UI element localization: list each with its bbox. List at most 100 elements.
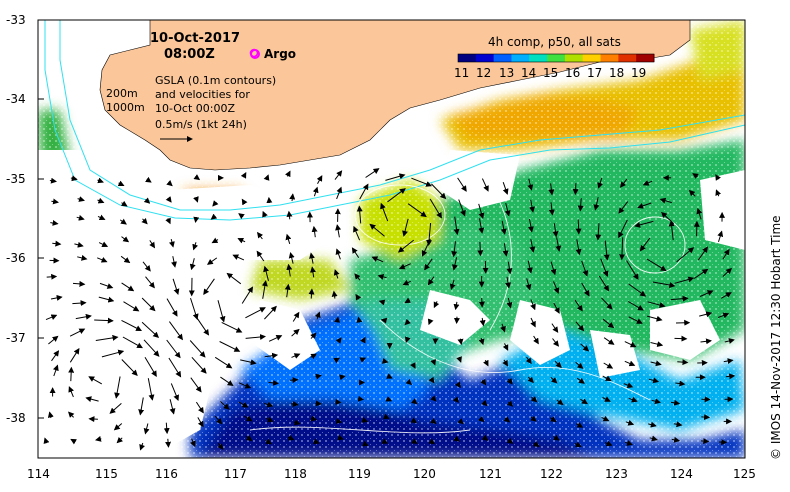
velocity-arrow (477, 241, 484, 257)
velocity-arrow (404, 297, 412, 304)
velocity-arrow (166, 339, 181, 359)
velocity-arrow (309, 266, 316, 278)
velocity-arrow (429, 198, 442, 219)
velocity-arrow (576, 377, 585, 384)
velocity-arrow (431, 183, 447, 200)
velocity-arrow (145, 176, 152, 183)
velocity-arrow (625, 419, 635, 426)
velocity-arrow (603, 240, 610, 261)
velocity-arrow (335, 337, 342, 344)
velocity-arrow (97, 257, 108, 263)
velocity-arrow (143, 339, 160, 357)
velocity-arrow (506, 378, 513, 385)
velocity-arrow (75, 313, 92, 320)
velocity-arrow (293, 419, 301, 426)
velocity-arrow (715, 174, 721, 181)
velocity-arrow (203, 278, 215, 296)
velocity-arrow (533, 335, 539, 345)
colorbar-tick-label: 16 (565, 66, 580, 80)
velocity-arrow (69, 328, 86, 337)
velocity-arrow (623, 382, 634, 388)
velocity-arrow (291, 401, 299, 407)
velocity-arrow (604, 440, 613, 447)
velocity-arrow (310, 332, 317, 340)
velocity-arrow (195, 401, 204, 414)
velocity-arrow (288, 252, 295, 264)
velocity-arrow (191, 356, 207, 374)
velocity-arrow (244, 415, 253, 422)
velocity-arrow (628, 283, 647, 297)
velocity-arrow (404, 318, 411, 326)
velocity-arrow (220, 401, 230, 410)
velocity-arrow (387, 188, 406, 203)
velocity-arrow (76, 214, 85, 221)
colorbar-title: 4h comp, p50, all sats (488, 35, 621, 49)
velocity-arrow (163, 422, 170, 435)
velocity-arrow (263, 265, 269, 282)
velocity-arrow (500, 220, 507, 235)
velocity-arrow (359, 357, 367, 363)
velocity-arrow (197, 417, 204, 428)
velocity-arrow (333, 357, 340, 364)
velocity-arrow (575, 219, 582, 235)
velocity-arrow (671, 436, 681, 443)
argo-label: Argo (264, 47, 296, 61)
colorbar-tick-label: 11 (454, 66, 469, 80)
velocity-arrow (333, 269, 340, 279)
velocity-arrow (122, 336, 143, 349)
velocity-arrow (688, 189, 696, 197)
velocity-arrow (85, 396, 99, 403)
velocity-arrow (457, 418, 464, 425)
velocity-arrow (141, 297, 156, 312)
velocity-arrow (264, 352, 279, 359)
velocity-arrow (428, 438, 436, 445)
velocity-arrow (717, 312, 730, 319)
velocity-arrow (693, 268, 709, 279)
velocity-arrow (407, 203, 427, 218)
velocity-arrow (715, 189, 721, 197)
x-tick-label: 125 (733, 467, 756, 481)
velocity-arrow (335, 224, 342, 238)
velocity-arrow (335, 418, 343, 424)
velocity-arrow (70, 438, 77, 445)
velocity-arrow (430, 395, 437, 402)
velocity-arrow (453, 301, 460, 311)
velocity-arrow (190, 297, 199, 320)
velocity-arrow (88, 416, 98, 423)
velocity-arrow (555, 237, 562, 252)
velocity-arrow (210, 213, 218, 220)
velocity-arrow (265, 416, 274, 423)
velocity-arrow (334, 316, 341, 323)
velocity-arrow (602, 396, 611, 402)
velocity-arrow (404, 336, 411, 344)
velocity-arrow (427, 276, 435, 286)
velocity-arrow (190, 438, 196, 448)
velocity-arrow (624, 341, 637, 348)
velocity-arrow (217, 442, 224, 450)
velocity-arrow (550, 377, 558, 384)
velocity-arrow (700, 438, 710, 445)
velocity-arrow (595, 223, 602, 241)
velocity-scale-label: 0.5m/s (1kt 24h) (155, 118, 247, 131)
velocity-arrow (502, 182, 509, 195)
velocity-arrow (101, 349, 125, 358)
velocity-arrow (45, 314, 58, 321)
velocity-arrow (359, 183, 369, 200)
x-tick-label: 115 (95, 467, 118, 481)
velocity-arrow (50, 294, 63, 301)
velocity-arrow (628, 396, 638, 403)
velocity-arrow (138, 397, 145, 416)
velocity-arrow (97, 197, 105, 204)
velocity-arrow (139, 442, 145, 451)
velocity-arrow (70, 175, 78, 182)
velocity-arrow (449, 279, 456, 291)
velocity-arrows (43, 168, 736, 451)
velocity-arrow (121, 319, 142, 331)
gsla-contours (249, 169, 686, 434)
velocity-arrow (50, 219, 59, 226)
velocity-arrow (143, 423, 150, 435)
velocity-arrow (479, 317, 486, 327)
velocity-arrow (457, 177, 467, 192)
y-tick-label: -33 (6, 13, 26, 27)
